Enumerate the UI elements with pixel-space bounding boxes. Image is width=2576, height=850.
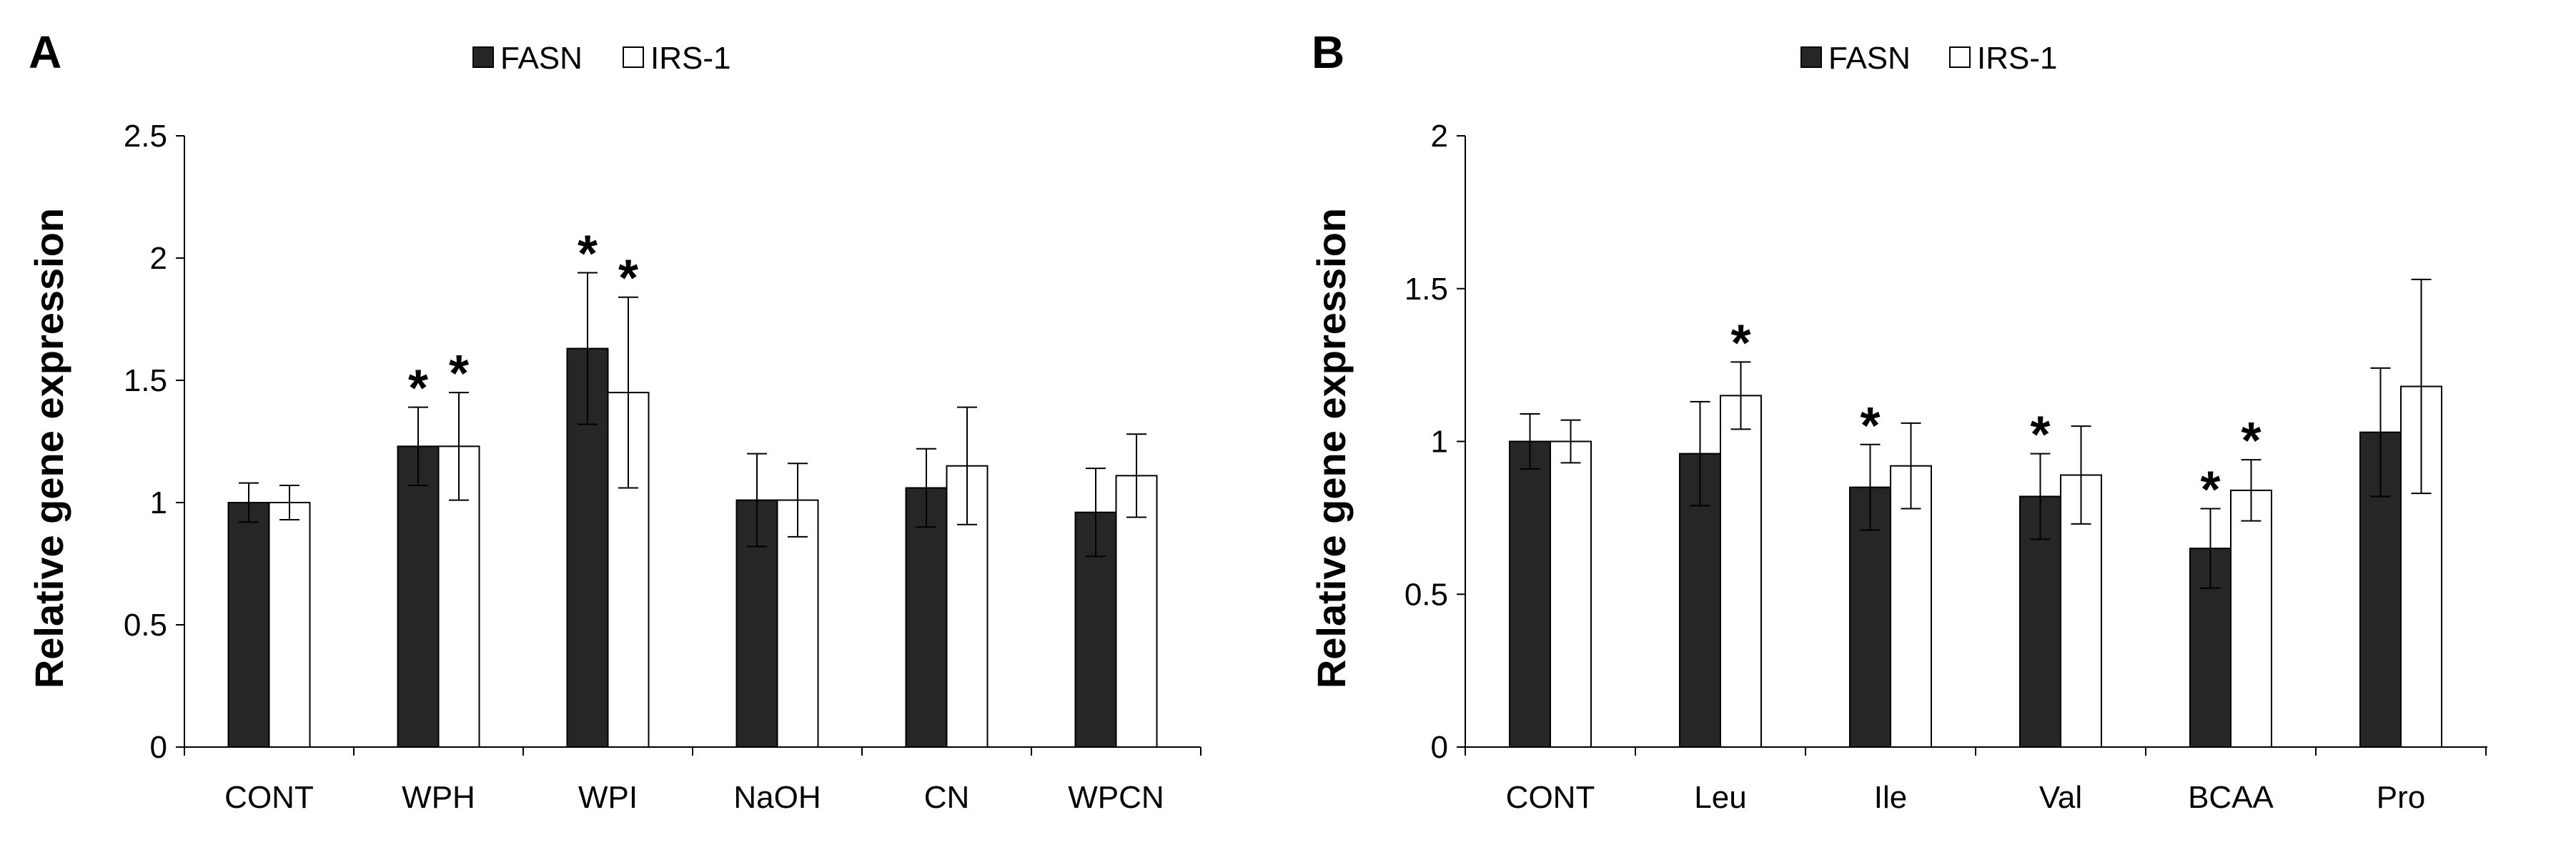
x-tick-label: CONT — [1506, 780, 1595, 815]
x-tick-label: Pro — [2377, 780, 2425, 815]
legend: FASN IRS-1 — [1800, 41, 2057, 76]
y-tick-label: 0.5 — [1405, 577, 1448, 612]
y-tick-label: 2 — [1431, 119, 1448, 154]
bars: * * * * * — [1509, 278, 2442, 748]
y-tick-label: 2.5 — [124, 119, 167, 154]
x-tick-label: Ile — [1874, 780, 1907, 815]
x-tick-label: Leu — [1694, 780, 1746, 815]
bar-fasn-cont — [227, 502, 270, 748]
panel-label: A — [29, 26, 61, 78]
legend-label-irs1: IRS-1 — [650, 41, 730, 76]
significance-marker: * — [578, 226, 598, 283]
significance-marker: * — [2241, 412, 2261, 470]
significance-marker: * — [618, 250, 638, 307]
chart-panel-b: B FASN IRS-1 Relative gene expression 00… — [1309, 26, 2487, 815]
significance-marker: * — [2030, 407, 2050, 464]
significance-marker: * — [1860, 397, 1880, 455]
legend-swatch-fasn — [472, 46, 494, 68]
significance-marker: * — [449, 345, 469, 402]
axes: 0 0.5 1 1.5 2 CONT Leu Ile Val BCAA Pro — [1405, 119, 2487, 815]
bars: * * * * — [227, 226, 1158, 748]
bar-fasn-cont — [1509, 440, 1551, 748]
bar-irs1-naoh — [776, 499, 819, 748]
x-tick-label: CN — [924, 780, 970, 815]
panel-label: B — [1312, 26, 1344, 78]
y-tick-label: 1 — [1431, 425, 1448, 460]
x-tick-label: NaOH — [733, 780, 821, 815]
legend: FASN IRS-1 — [472, 41, 730, 76]
legend-label-fasn: FASN — [1828, 41, 1911, 76]
bar-fasn-wph — [397, 445, 440, 748]
y-tick-label: 1.5 — [1405, 272, 1448, 307]
y-axis-label: Relative gene expression — [26, 208, 71, 688]
y-tick-label: 2 — [150, 241, 167, 276]
legend-swatch-fasn — [1800, 46, 1822, 68]
bar-irs1-bcaa — [2230, 489, 2272, 748]
chart-panel-a: A FASN IRS-1 Relative gene expression 00… — [26, 26, 1202, 815]
bar-irs1-ile — [1890, 465, 1932, 748]
x-tick-label: Val — [2039, 780, 2082, 815]
x-tick-label: CONT — [224, 780, 314, 815]
y-tick-label: 1.5 — [124, 363, 167, 398]
y-tick-label: 0 — [150, 730, 167, 765]
legend-label-irs1: IRS-1 — [1977, 41, 2057, 76]
bar-irs1-leu — [1720, 395, 1762, 748]
x-tick-label: BCAA — [2188, 780, 2274, 815]
bar-irs1-cont — [268, 502, 311, 748]
x-tick-label: WPI — [578, 780, 638, 815]
y-axis-label: Relative gene expression — [1309, 208, 1354, 688]
bar-irs1-cont — [1550, 440, 1592, 748]
y-tick-label: 0 — [1431, 730, 1448, 765]
significance-marker: * — [1730, 315, 1750, 372]
legend-swatch-irs1 — [1949, 46, 1971, 68]
y-tick-label: 1 — [150, 485, 167, 520]
x-tick-label: WPH — [402, 780, 475, 815]
legend-swatch-irs1 — [623, 46, 644, 68]
significance-marker: * — [408, 360, 428, 417]
significance-marker: * — [2200, 462, 2220, 519]
legend-label-fasn: FASN — [500, 41, 583, 76]
x-tick-label: WPCN — [1068, 780, 1164, 815]
axes: 0 0.5 1 1.5 2 2.5 CONT WPH WPI NaOH CN WPCN — [124, 119, 1202, 815]
y-tick-label: 0.5 — [124, 608, 167, 643]
